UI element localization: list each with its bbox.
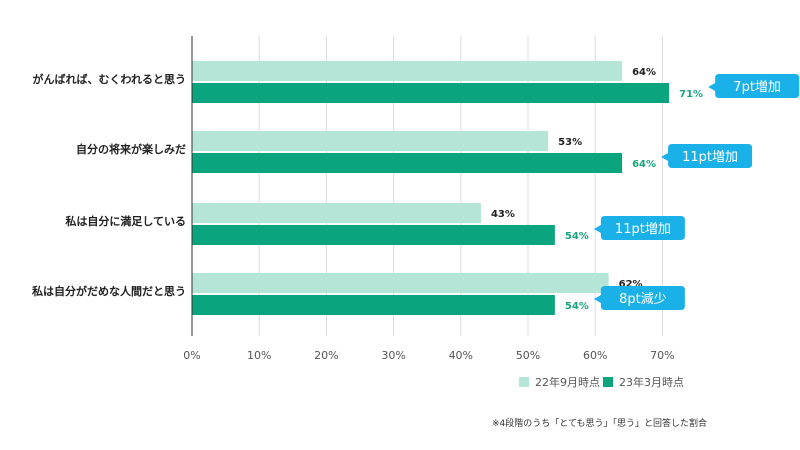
callout-bubble xyxy=(593,286,685,310)
data-label: 43% xyxy=(491,209,515,220)
data-label: 71% xyxy=(679,89,703,100)
callout-bubble xyxy=(708,74,800,98)
legend-label: 22年9月時点 xyxy=(535,375,600,389)
axes: 0% 10% 20% 30% 40% 50% 60% 70% xyxy=(183,36,675,362)
callout-label: 11pt増加 xyxy=(682,150,738,165)
legend-swatch xyxy=(603,377,613,387)
x-tick-label: 10% xyxy=(247,349,271,362)
bar xyxy=(192,203,481,223)
x-tick-label: 30% xyxy=(381,349,405,362)
data-label: 53% xyxy=(558,137,582,148)
bar xyxy=(192,61,623,81)
footnote: ※4段階のうち「とても思う」「思う」と回答した割合 xyxy=(492,419,708,429)
legend: 22年9月時点 23年3月時点 xyxy=(519,375,684,389)
callout-label: 7pt増加 xyxy=(733,80,781,95)
x-tick-label: 50% xyxy=(516,349,540,362)
x-tick-label: 0% xyxy=(183,349,200,362)
labels: がんばれば、むくわれると思う 64% 71% 自分の将来が楽しみだ 53% 64% 私は自分… xyxy=(32,67,703,312)
bars xyxy=(192,61,670,315)
data-label: 62% xyxy=(619,279,643,290)
bar xyxy=(192,83,670,103)
bar xyxy=(192,153,623,173)
category-label: がんばれば、むくわれると思う xyxy=(33,72,186,86)
callout-label: 11pt増加 xyxy=(615,222,671,237)
x-tick-label: 70% xyxy=(650,349,674,362)
callouts: 7pt増加 11pt増加 11pt増加 8pt減少 xyxy=(593,74,800,310)
x-tick-label: 20% xyxy=(314,349,338,362)
callout-bubble xyxy=(661,144,753,168)
bar xyxy=(192,273,609,293)
legend-swatch xyxy=(519,377,529,387)
data-label: 64% xyxy=(632,159,656,170)
category-label: 私は自分に満足している xyxy=(65,214,186,228)
bar xyxy=(192,225,555,245)
category-label: 自分の将来が楽しみだ xyxy=(76,142,186,156)
data-label: 54% xyxy=(565,231,589,242)
data-label: 54% xyxy=(565,301,589,312)
callout-bubble xyxy=(593,216,685,240)
legend-label: 23年3月時点 xyxy=(619,375,684,389)
category-label: 私は自分がだめな人間だと思う xyxy=(32,284,186,298)
x-tick-label: 40% xyxy=(449,349,473,362)
bar xyxy=(192,295,555,315)
data-label: 64% xyxy=(632,67,656,78)
x-tick-label: 60% xyxy=(583,349,607,362)
callout-label: 8pt減少 xyxy=(619,291,667,307)
bar xyxy=(192,131,549,151)
